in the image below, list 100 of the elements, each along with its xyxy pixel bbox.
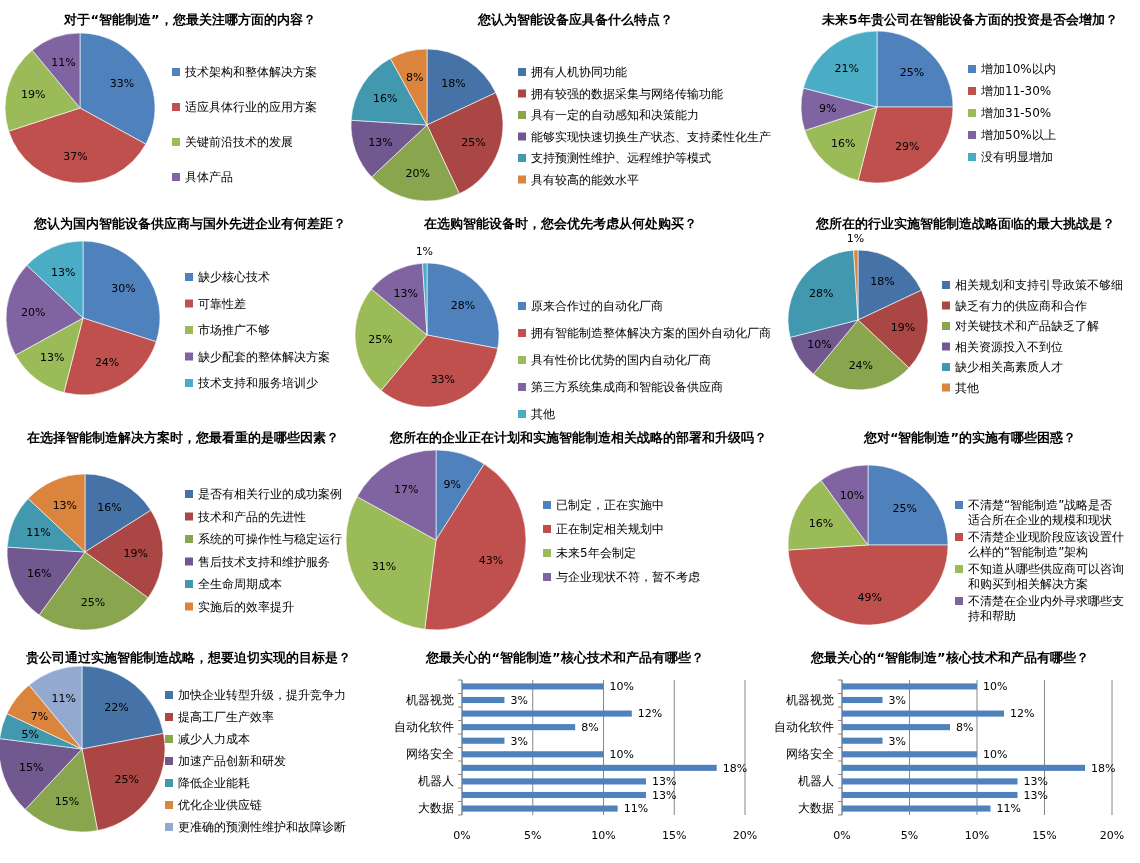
data-label: 29%	[895, 139, 920, 153]
data-label: 1%	[415, 244, 434, 258]
data-label: 25%	[899, 65, 925, 79]
data-label: 28%	[808, 287, 834, 301]
data-label: 11%	[51, 692, 76, 706]
data-label: 25%	[80, 595, 106, 609]
data-label: 3%	[888, 693, 906, 707]
y-tick-label: 自动化软件	[774, 720, 834, 735]
legend-label: 更准确的预测性维护和故障诊断	[178, 820, 346, 835]
data-label: 8%	[581, 721, 599, 734]
chart-title: 在选择智能制造解决方案时，您最看重的是哪些因素？	[26, 430, 339, 445]
data-label: 10%	[609, 748, 634, 762]
data-label: 20%	[405, 167, 430, 181]
legend-label: 适应具体行业的应用方案	[185, 100, 317, 115]
legend-label: 不知道从哪些供应商可以咨询和购买到相关解决方案	[968, 562, 1124, 592]
y-tick-label: 网络安全	[406, 747, 454, 762]
data-label: 10%	[839, 489, 865, 503]
legend-label: 能够实现快速切换生产状态、支持柔性化生产	[531, 129, 771, 144]
data-label: 7%	[30, 709, 49, 723]
x-tick-label: 0%	[453, 829, 471, 842]
y-tick-label: 自动化软件	[394, 720, 454, 735]
legend-label: 增加50%以上	[980, 128, 1056, 143]
data-label: 30%	[111, 282, 136, 296]
data-label: 24%	[94, 355, 120, 369]
x-tick-label: 0%	[833, 829, 851, 842]
x-tick-label: 20%	[1099, 829, 1125, 842]
legend-label: 没有明显增加	[981, 150, 1053, 165]
y-tick-label: 大数据	[418, 801, 454, 816]
data-label: 18%	[1091, 761, 1116, 775]
data-label: 13%	[393, 287, 418, 301]
legend-label: 不清楚企业现阶段应该设置什么样的“智能制造”架构	[968, 530, 1124, 560]
chart-title: 您所在的行业实施智能制造战略面临的最大挑战是？	[814, 216, 1115, 231]
legend-label: 增加11-30%	[980, 84, 1052, 99]
legend-label: 技术支持和服务培训少	[197, 376, 318, 391]
data-label: 11%	[26, 525, 51, 539]
y-tick-label: 机器人	[798, 774, 834, 789]
x-tick-label: 10%	[591, 829, 616, 842]
data-label: 13%	[368, 135, 393, 149]
legend-label: 技术和产品的先进性	[197, 509, 306, 524]
bar	[842, 778, 1018, 785]
legend-label: 提高工厂生产效率	[178, 710, 274, 725]
legend-label: 实施后的效率提升	[198, 599, 294, 614]
data-label: 16%	[830, 136, 856, 150]
legend-label: 减少人力成本	[178, 732, 250, 747]
bar	[462, 683, 604, 690]
bar	[462, 791, 646, 799]
data-label: 43%	[478, 553, 504, 567]
data-label: 24%	[848, 359, 874, 373]
legend-label: 其他	[531, 407, 555, 422]
data-label: 10%	[609, 680, 634, 694]
x-tick-label: 5%	[524, 829, 542, 842]
legend-label: 已制定，正在实施中	[556, 498, 664, 513]
legend-label: 与企业现状不符，暂不考虑	[556, 570, 700, 585]
data-label: 9%	[443, 477, 462, 491]
data-label: 18%	[870, 275, 895, 289]
x-tick-label: 15%	[1032, 829, 1057, 842]
chart-title: 您最关心的“智能制造”核心技术和产品有哪些？	[810, 650, 1089, 665]
data-label: 37%	[63, 150, 88, 164]
data-label: 13%	[651, 775, 677, 789]
data-label: 20%	[21, 305, 46, 319]
data-label: 25%	[114, 773, 139, 787]
data-label: 25%	[892, 502, 917, 516]
data-label: 33%	[430, 372, 456, 386]
bar	[842, 710, 1004, 717]
data-label: 28%	[450, 299, 476, 313]
bar	[462, 724, 576, 731]
legend-label: 缺少核心技术	[198, 270, 270, 285]
data-label: 18%	[722, 761, 748, 775]
legend-label: 拥有智能制造整体解决方案的国外自动化厂商	[531, 326, 771, 341]
chart-title: 对于“智能制造”，您最关注哪方面的内容？	[63, 12, 316, 27]
data-label: 33%	[109, 77, 135, 91]
y-tick-label: 机器人	[418, 774, 454, 789]
data-label: 19%	[890, 320, 916, 334]
data-label: 21%	[834, 61, 859, 75]
y-tick-label: 机器视觉	[406, 693, 454, 708]
legend-label: 拥有较强的数据采集与网络传输功能	[531, 86, 723, 101]
legend-label: 具体产品	[185, 170, 233, 185]
x-tick-label: 5%	[900, 829, 919, 842]
data-label: 10%	[983, 680, 1008, 694]
data-label: 16%	[373, 92, 398, 106]
bar	[842, 724, 950, 731]
legend-label: 缺少相关高素质人才	[955, 360, 1063, 375]
data-label: 10%	[983, 748, 1008, 762]
bar	[842, 764, 1085, 771]
data-label: 17%	[393, 483, 419, 497]
data-label: 12%	[1010, 707, 1035, 721]
data-label: 11%	[623, 802, 649, 816]
legend-label: 正在制定相关规划中	[556, 522, 664, 537]
data-label: 11%	[51, 55, 76, 69]
data-label: 15%	[54, 794, 80, 808]
data-label: 10%	[807, 338, 832, 352]
chart-title: 您认为国内智能设备供应商与国外先进企业有何差距？	[33, 216, 346, 231]
y-tick-label: 网络安全	[786, 747, 834, 762]
legend-label: 可靠性差	[198, 296, 246, 311]
legend-label: 市场推广不够	[198, 323, 270, 338]
data-label: 25%	[368, 333, 393, 347]
chart-title: 贵公司通过实施智能制造战略，想要迫切实现的目标是？	[24, 650, 351, 665]
data-label: 49%	[857, 590, 882, 604]
legend-label: 不清楚“智能制造”战略是否适合所在企业的规模和现状	[968, 498, 1113, 528]
legend-label: 其他	[955, 380, 979, 395]
